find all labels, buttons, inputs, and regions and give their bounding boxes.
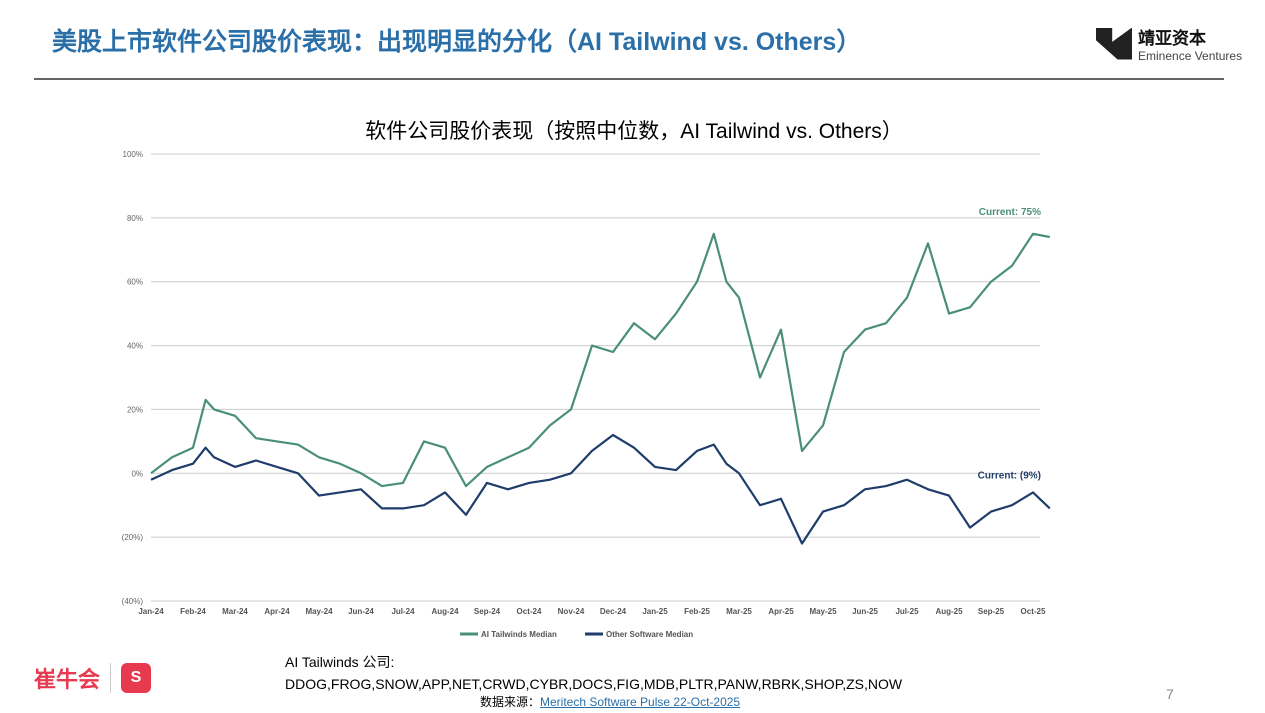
- x-tick-label: May-25: [809, 607, 837, 616]
- divider: [34, 78, 1224, 80]
- x-tick-label: Nov-24: [558, 607, 585, 616]
- legend-label: AI Tailwinds Median: [481, 630, 557, 639]
- page-number: 7: [1166, 686, 1174, 702]
- series-line-other: [150, 433, 1051, 545]
- companies-label: AI Tailwinds 公司:: [285, 654, 395, 670]
- x-tick-label: Jul-25: [895, 607, 919, 616]
- source-label: 数据来源：: [480, 695, 541, 709]
- x-tick-label: Apr-24: [264, 607, 290, 616]
- company-logo: 靖亚资本 Eminence Ventures: [1096, 24, 1242, 63]
- brand-logo: 崔牛会 S: [34, 662, 152, 694]
- brand-cn: 崔牛会: [34, 667, 101, 692]
- x-tick-label: Mar-24: [222, 607, 248, 616]
- x-tick-label: Sep-25: [978, 607, 1005, 616]
- x-tick-label: Dec-24: [600, 607, 627, 616]
- page-title: 美股上市软件公司股价表现：出现明显的分化（AI Tailwind vs. Oth…: [52, 28, 862, 56]
- current-annotation: Current: (9%): [978, 470, 1041, 481]
- y-tick-label: 80%: [127, 214, 143, 223]
- current-annotation: Current: 75%: [979, 207, 1041, 218]
- x-tick-label: Aug-24: [431, 607, 459, 616]
- brand-separator: [110, 663, 112, 693]
- x-tick-label: Mar-25: [726, 607, 752, 616]
- x-tick-label: May-24: [305, 607, 333, 616]
- source-note: 数据来源：Meritech Software Pulse 22-Oct-2025: [480, 693, 740, 710]
- x-tick-label: Jan-24: [138, 607, 164, 616]
- logo-cn: 靖亚资本: [1138, 29, 1206, 48]
- tickers-list: DDOG,FROG,SNOW,APP,NET,CRWD,CYBR,DOCS,FI…: [285, 676, 903, 692]
- legend-label: Other Software Median: [606, 630, 693, 639]
- x-tick-label: Jun-24: [348, 607, 374, 616]
- logo-en: Eminence Ventures: [1138, 49, 1243, 63]
- x-tick-label: Jun-25: [852, 607, 878, 616]
- x-tick-label: Sep-24: [474, 607, 501, 616]
- y-tick-label: 20%: [127, 405, 143, 414]
- x-tick-label: Feb-25: [684, 607, 710, 616]
- x-tick-label: Apr-25: [768, 607, 794, 616]
- x-tick-label: Jan-25: [642, 607, 668, 616]
- chart-title: 软件公司股价表现（按照中位数，AI Tailwind vs. Others）: [365, 120, 903, 143]
- y-tick-label: (40%): [122, 597, 144, 606]
- y-tick-label: 40%: [127, 342, 143, 351]
- source-link[interactable]: Meritech Software Pulse 22-Oct-2025: [540, 695, 741, 709]
- y-tick-label: 60%: [127, 278, 143, 287]
- series-line-ai: [150, 232, 1051, 488]
- x-tick-label: Oct-25: [1021, 607, 1046, 616]
- x-tick-label: Aug-25: [935, 607, 963, 616]
- brand-app-icon: S: [121, 663, 152, 693]
- y-tick-label: 100%: [123, 150, 143, 159]
- x-tick-label: Jul-24: [391, 607, 415, 616]
- y-tick-label: 0%: [131, 469, 143, 478]
- y-tick-label: (20%): [122, 533, 144, 542]
- x-tick-label: Feb-24: [180, 607, 206, 616]
- x-tick-label: Oct-24: [517, 607, 542, 616]
